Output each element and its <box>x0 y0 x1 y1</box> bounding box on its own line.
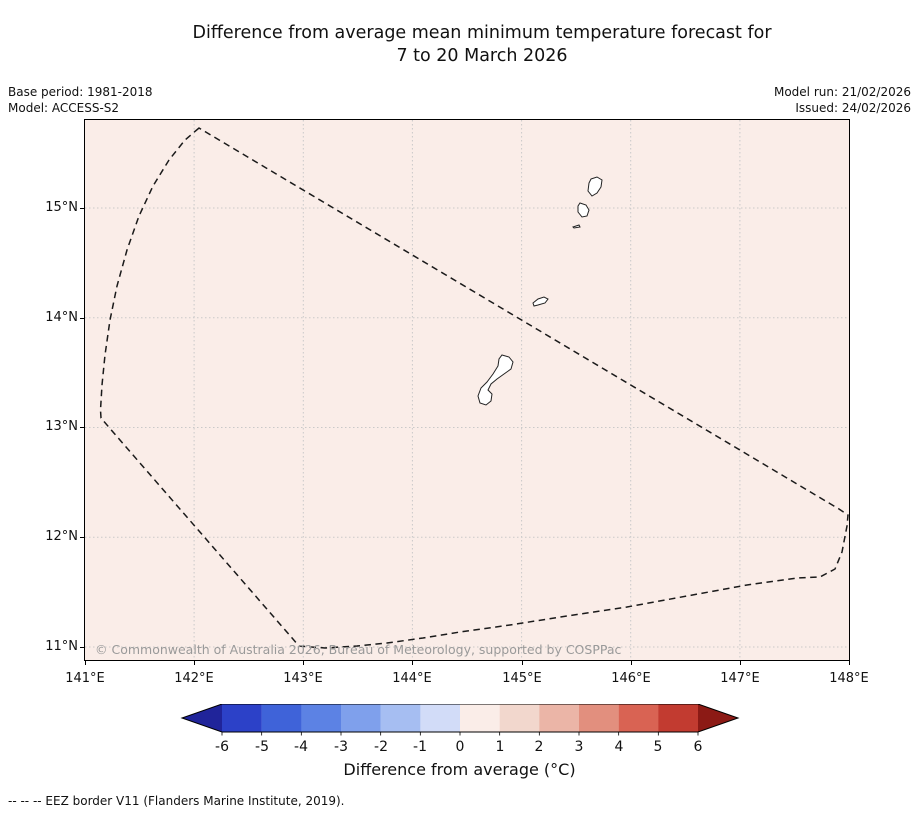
colorbar-tick-marks <box>221 732 699 736</box>
x-tick-mark <box>522 661 523 665</box>
title-line-1: Difference from average mean minimum tem… <box>192 23 772 43</box>
colorbar-segment <box>261 704 302 732</box>
aguijan-island-outline <box>572 224 581 229</box>
colorbar-tick-label: -2 <box>374 739 388 755</box>
x-tick-mark <box>303 661 304 665</box>
page-title: Difference from average mean minimum tem… <box>45 22 919 68</box>
colorbar-segment <box>301 704 342 732</box>
guam-island-outline <box>477 354 514 406</box>
x-axis-label: 142°E <box>174 671 214 686</box>
colorbar-tick-label: -6 <box>215 739 229 755</box>
x-axis-label: 145°E <box>502 671 542 686</box>
colorbar-segment <box>618 704 659 732</box>
x-axis-label: 144°E <box>392 671 432 686</box>
model-text: Model: ACCESS-S2 <box>8 101 120 115</box>
colorbar-tick-label: 4 <box>614 739 624 755</box>
colorbar-right-arrow <box>698 704 738 732</box>
colorbar-tick-label: 1 <box>495 739 505 755</box>
x-tick-mark <box>412 661 413 665</box>
colorbar-tick-label: 2 <box>534 739 544 755</box>
colorbar-tick-label: -3 <box>334 739 348 755</box>
model-run-text: Model run: 21/02/2026 <box>773 85 911 99</box>
colorbar-tick-label: -1 <box>413 739 427 755</box>
colorbar-tick-label: 0 <box>455 739 465 755</box>
colorbar-tick-label: 6 <box>693 739 703 755</box>
run-metadata-left: Base period: 1981-2018 Model: ACCESS-S2 <box>8 84 153 116</box>
y-tick-mark <box>80 537 84 538</box>
x-axis-label: 146°E <box>611 671 651 686</box>
colorbar-left-arrow <box>182 704 222 732</box>
x-axis-label: 141°E <box>65 671 105 686</box>
y-axis-label: 12°N <box>45 529 78 544</box>
y-tick-mark <box>80 208 84 209</box>
colorbar-segment <box>539 704 580 732</box>
y-axis-label: 15°N <box>45 200 78 215</box>
colorbar-segment <box>222 704 262 732</box>
x-tick-mark <box>740 661 741 665</box>
rota-island-outline <box>532 296 549 307</box>
colorbar-segment <box>420 704 461 732</box>
colorbar <box>180 704 740 736</box>
colorbar-tick-label: -5 <box>255 739 269 755</box>
colorbar-segment <box>658 704 699 732</box>
x-axis-label: 147°E <box>720 671 760 686</box>
colorbar-axis-label: Difference from average (°C) <box>343 760 576 779</box>
saipan-island-outline <box>587 176 603 197</box>
map-panel: © Commonwealth of Australia 2026, Bureau… <box>84 119 850 661</box>
colorbar-tick-label: 3 <box>574 739 584 755</box>
y-tick-mark <box>80 647 84 648</box>
x-tick-mark <box>194 661 195 665</box>
colorbar-tick-label: -4 <box>294 739 308 755</box>
y-tick-mark <box>80 427 84 428</box>
map-background-anomaly-fill <box>85 120 849 660</box>
tinian-island-outline <box>577 202 590 218</box>
copyright-note: © Commonwealth of Australia 2026, Bureau… <box>95 642 622 657</box>
y-axis-label: 14°N <box>45 310 78 325</box>
issued-text: Issued: 24/02/2026 <box>795 101 911 115</box>
y-axis-label: 11°N <box>45 639 78 654</box>
colorbar-segment <box>460 704 500 732</box>
map-canvas <box>85 120 849 660</box>
y-tick-mark <box>80 318 84 319</box>
eez-legend-note: -- -- -- EEZ border V11 (Flanders Marine… <box>8 794 345 808</box>
colorbar-segment <box>579 704 619 732</box>
colorbar-tick-label: 5 <box>653 739 663 755</box>
y-axis-label: 13°N <box>45 419 78 434</box>
x-tick-mark <box>849 661 850 665</box>
x-axis-label: 143°E <box>283 671 323 686</box>
base-period-text: Base period: 1981-2018 <box>8 85 153 99</box>
colorbar-segment <box>380 704 421 732</box>
x-tick-mark <box>631 661 632 665</box>
x-axis-label: 148°E <box>829 671 869 686</box>
colorbar-segment <box>341 704 381 732</box>
run-metadata-right: Model run: 21/02/2026 Issued: 24/02/2026 <box>774 84 911 116</box>
eez-border-line <box>99 127 849 649</box>
colorbar-segment <box>499 704 540 732</box>
x-tick-mark <box>85 661 86 665</box>
title-line-2: 7 to 20 March 2026 <box>396 46 568 66</box>
